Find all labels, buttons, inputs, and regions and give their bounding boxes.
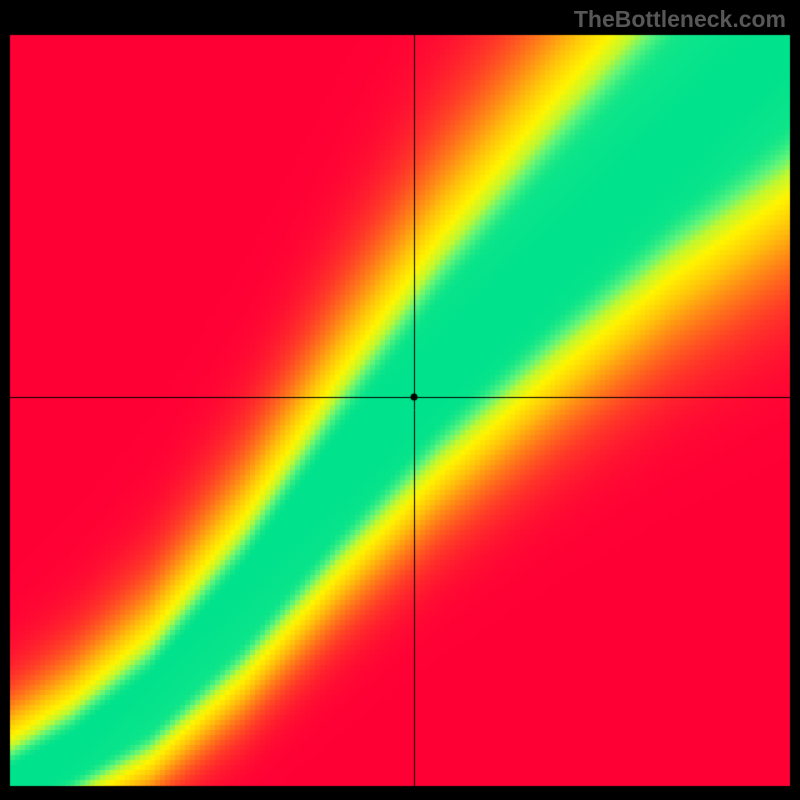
watermark-text: TheBottleneck.com (574, 6, 786, 33)
bottleneck-heatmap (0, 0, 800, 800)
chart-container: { "watermark": { "text": "TheBottleneck.… (0, 0, 800, 800)
